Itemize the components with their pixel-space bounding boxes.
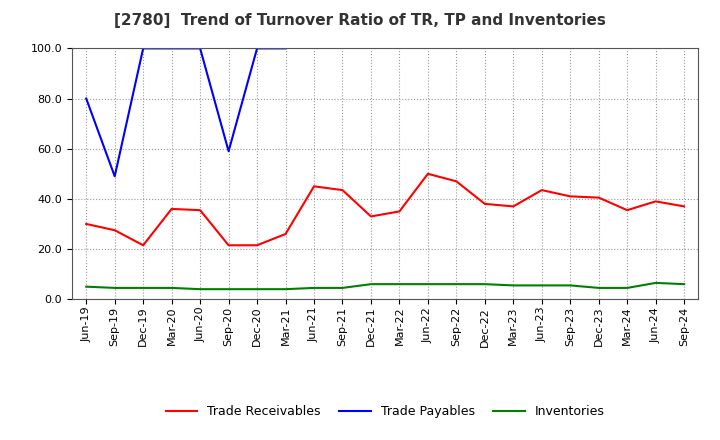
Line: Inventories: Inventories [86,283,684,289]
Inventories [652,280,660,286]
Inventories [196,286,204,292]
Trade Receivables [623,208,631,213]
Trade Receivables [82,221,91,227]
Trade Receivables [652,199,660,204]
Legend: Trade Receivables, Trade Payables, Inventories: Trade Receivables, Trade Payables, Inven… [161,400,610,423]
Trade Receivables [139,242,148,248]
Inventories [82,284,91,290]
Trade Receivables [537,187,546,193]
Inventories [566,283,575,288]
Trade Receivables [680,204,688,209]
Trade Receivables [310,184,318,189]
Trade Payables [253,46,261,51]
Inventories [338,285,347,290]
Trade Receivables [566,194,575,199]
Trade Receivables [366,214,375,219]
Trade Receivables [480,201,489,206]
Trade Payables [225,149,233,154]
Trade Receivables [167,206,176,212]
Inventories [509,283,518,288]
Inventories [623,285,631,290]
Trade Payables [282,46,290,51]
Trade Receivables [196,208,204,213]
Line: Trade Payables: Trade Payables [86,48,286,176]
Trade Payables [110,174,119,179]
Trade Receivables [110,227,119,233]
Trade Receivables [595,195,603,200]
Trade Receivables [338,187,347,193]
Inventories [395,282,404,287]
Trade Receivables [423,171,432,176]
Inventories [310,285,318,290]
Trade Receivables [395,209,404,214]
Inventories [253,286,261,292]
Trade Receivables [253,242,261,248]
Inventories [423,282,432,287]
Inventories [480,282,489,287]
Inventories [225,286,233,292]
Inventories [110,285,119,290]
Inventories [595,285,603,290]
Text: [2780]  Trend of Turnover Ratio of TR, TP and Inventories: [2780] Trend of Turnover Ratio of TR, TP… [114,13,606,28]
Inventories [452,282,461,287]
Trade Payables [82,96,91,101]
Inventories [139,285,148,290]
Inventories [282,286,290,292]
Trade Payables [139,46,148,51]
Inventories [680,282,688,287]
Inventories [537,283,546,288]
Line: Trade Receivables: Trade Receivables [86,174,684,245]
Trade Receivables [225,242,233,248]
Trade Payables [196,46,204,51]
Trade Receivables [282,231,290,237]
Inventories [366,282,375,287]
Trade Payables [167,46,176,51]
Inventories [167,285,176,290]
Trade Receivables [509,204,518,209]
Trade Receivables [452,179,461,184]
